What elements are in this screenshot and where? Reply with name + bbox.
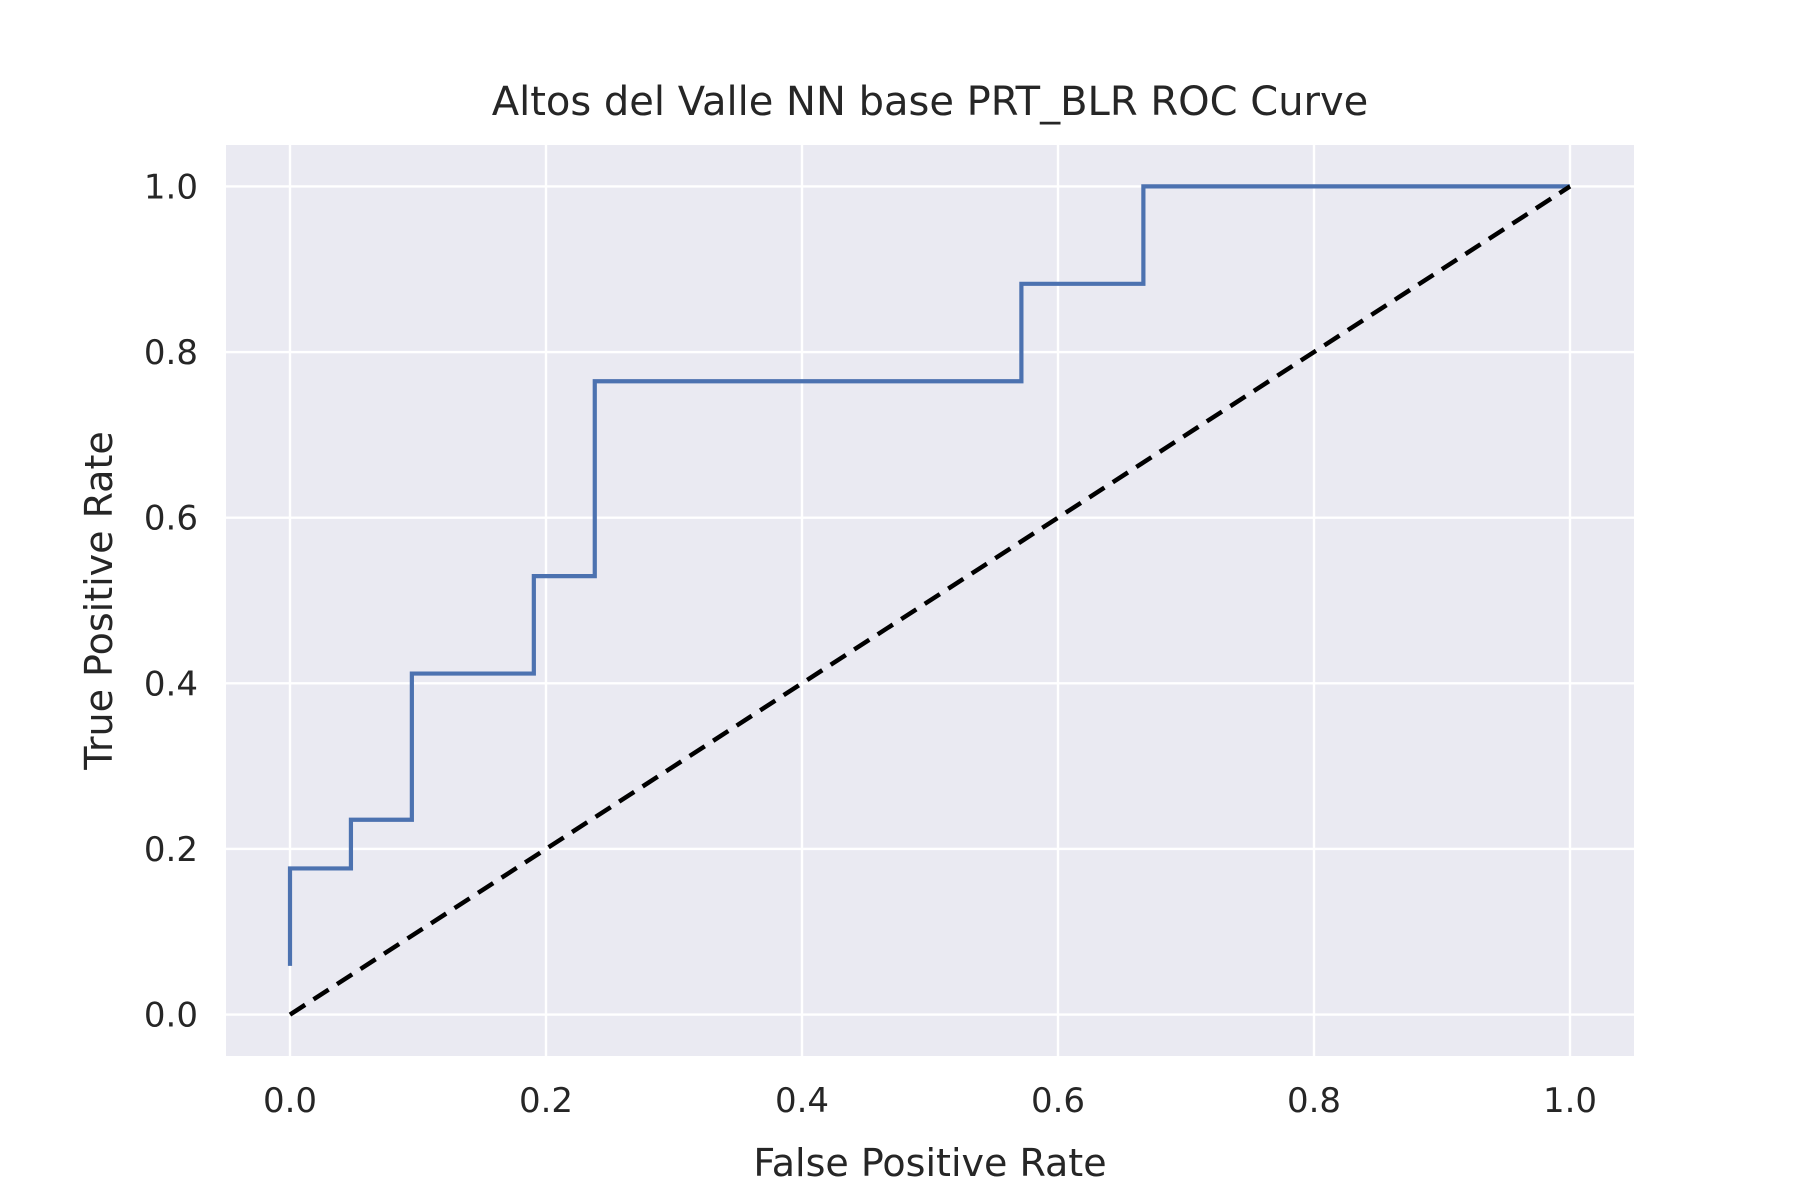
y-tick-label: 0.4 [144, 664, 198, 704]
y-tick-label: 0.8 [144, 333, 198, 373]
x-tick-label: 0.8 [1287, 1081, 1341, 1121]
x-axis-label: False Positive Rate [753, 1141, 1106, 1185]
y-tick-label: 0.2 [144, 830, 198, 870]
y-tick-label: 0.0 [144, 996, 198, 1036]
roc-curve-line [287, 184, 1570, 966]
x-tick-label: 1.0 [1543, 1081, 1597, 1121]
data-series [287, 184, 1572, 1017]
x-tick-label: 0.6 [1031, 1081, 1085, 1121]
chart-title: Altos del Valle NN base PRT_BLR ROC Curv… [492, 79, 1369, 125]
y-tick-label: 0.6 [144, 499, 198, 539]
tick-labels: 0.0 0.2 0.4 0.6 0.8 1.0 0.0 0.2 0.4 0.6 0.8 1.0 [144, 167, 1597, 1121]
x-tick-label: 0.0 [263, 1081, 317, 1121]
y-tick-label: 1.0 [144, 167, 198, 207]
chance-line [288, 184, 1572, 1017]
grid-lines [226, 145, 1634, 1056]
x-tick-label: 0.4 [775, 1081, 829, 1121]
x-tick-label: 0.2 [519, 1081, 573, 1121]
y-axis-label: True Positive Rate [77, 431, 121, 771]
